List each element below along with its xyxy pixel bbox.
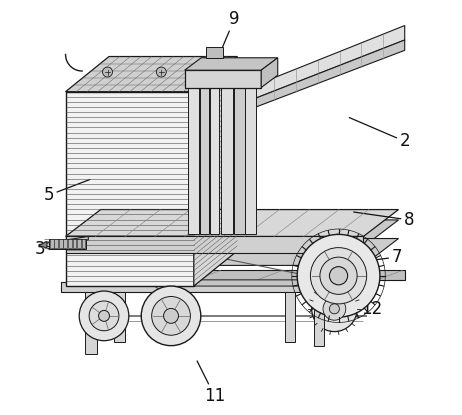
Circle shape xyxy=(103,67,113,77)
Bar xyxy=(85,292,97,354)
Polygon shape xyxy=(66,210,399,237)
Polygon shape xyxy=(66,92,194,286)
Polygon shape xyxy=(61,282,371,292)
Bar xyxy=(234,88,245,234)
Text: 7: 7 xyxy=(366,248,401,266)
Circle shape xyxy=(312,286,357,332)
Polygon shape xyxy=(185,58,278,70)
Bar xyxy=(77,239,81,249)
Polygon shape xyxy=(88,239,399,266)
Circle shape xyxy=(152,296,190,335)
Circle shape xyxy=(329,267,347,285)
Circle shape xyxy=(79,291,129,341)
Polygon shape xyxy=(39,242,47,248)
Circle shape xyxy=(98,310,109,321)
Polygon shape xyxy=(261,58,278,88)
Bar xyxy=(49,239,86,249)
Polygon shape xyxy=(188,25,405,125)
Polygon shape xyxy=(66,220,399,247)
Circle shape xyxy=(156,67,166,77)
Text: 3: 3 xyxy=(35,240,81,258)
Circle shape xyxy=(164,308,178,323)
Text: 5: 5 xyxy=(44,180,90,204)
Bar xyxy=(185,70,261,88)
Polygon shape xyxy=(188,40,405,133)
Bar xyxy=(55,239,58,249)
Bar xyxy=(59,239,63,249)
Text: 12: 12 xyxy=(347,298,382,318)
Circle shape xyxy=(329,304,340,314)
Bar xyxy=(285,292,295,342)
Bar xyxy=(210,88,219,234)
Bar xyxy=(115,292,125,342)
Bar xyxy=(82,239,85,249)
Circle shape xyxy=(320,257,357,294)
Bar xyxy=(314,292,324,346)
Text: 8: 8 xyxy=(354,211,414,229)
Text: 2: 2 xyxy=(349,117,410,150)
Bar xyxy=(63,239,67,249)
Circle shape xyxy=(310,248,367,304)
Bar xyxy=(200,88,209,234)
Circle shape xyxy=(297,234,380,317)
Polygon shape xyxy=(66,56,237,92)
Polygon shape xyxy=(92,270,405,280)
Bar xyxy=(206,47,223,58)
Circle shape xyxy=(323,298,346,320)
Bar xyxy=(245,88,256,234)
Bar xyxy=(50,239,54,249)
Text: 11: 11 xyxy=(197,361,225,405)
Polygon shape xyxy=(66,237,363,253)
Circle shape xyxy=(89,301,119,331)
Polygon shape xyxy=(91,261,367,286)
Bar xyxy=(68,239,72,249)
Bar xyxy=(188,88,199,234)
Polygon shape xyxy=(39,237,88,247)
Bar xyxy=(221,88,233,234)
Circle shape xyxy=(141,286,201,346)
Bar xyxy=(73,239,76,249)
Text: 9: 9 xyxy=(213,10,240,68)
Polygon shape xyxy=(194,56,237,286)
